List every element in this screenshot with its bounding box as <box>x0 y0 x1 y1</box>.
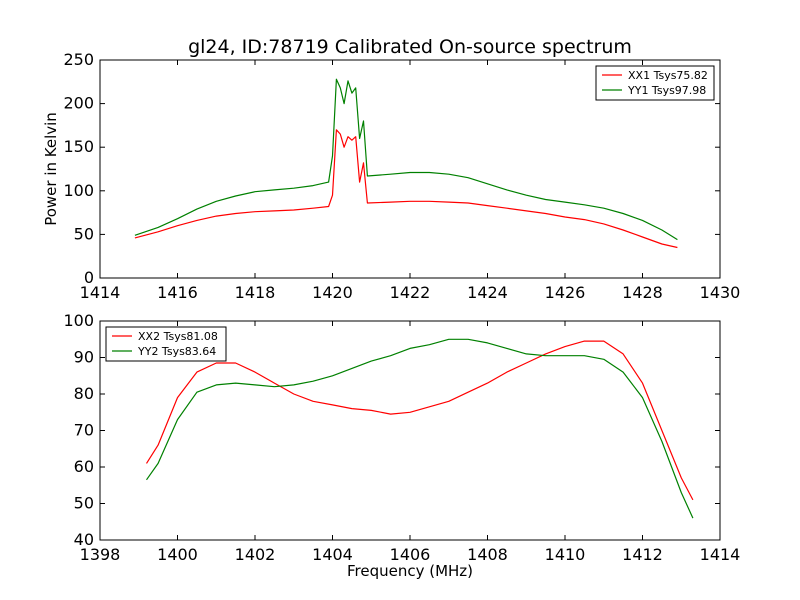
bottom-panel: 1398 1400 1402 1404 1406 1408 1410 1412 1414 40 50… <box>63 311 740 580</box>
series-line-2 <box>146 338 694 519</box>
x-tick-label: 1430 <box>700 283 741 302</box>
x-tick-label: 1428 <box>622 283 663 302</box>
y-tick-label: 50 <box>74 224 94 243</box>
y-axis-label: Power in Kelvin <box>42 112 60 226</box>
legend-entry: YY1 Tsys97.98 <box>627 84 706 97</box>
legend-entry: XX2 Tsys81.08 <box>138 330 218 343</box>
x-tick-label: 1398 <box>80 545 121 564</box>
legend-entry: XX1 Tsys75.82 <box>628 69 708 82</box>
x-tick-label: 1420 <box>312 283 353 302</box>
series-line-1 <box>145 340 694 501</box>
x-tick-label: 1412 <box>622 545 663 564</box>
y-tick-label: 0 <box>84 268 94 287</box>
x-tick-label: 1408 <box>467 545 508 564</box>
x-tick-label: 1414 <box>80 283 121 302</box>
x-tick-label: 1426 <box>545 283 586 302</box>
legend-entry: YY2 Tsys83.64 <box>137 345 216 358</box>
y-tick-label: 70 <box>74 421 94 440</box>
series-line-1 <box>134 129 678 249</box>
x-tick-label: 1414 <box>700 545 741 564</box>
y-tick-label: 40 <box>74 530 94 549</box>
legend-box <box>105 326 227 362</box>
x-tick-label: 1422 <box>390 283 431 302</box>
legend-box <box>595 65 715 101</box>
x-tick-label: 1418 <box>235 283 276 302</box>
chart-title: gl24, ID:78719 Calibrated On-source spec… <box>188 36 632 58</box>
y-tick-label: 90 <box>74 348 94 367</box>
y-tick-label: 200 <box>63 94 94 113</box>
x-tick-label: 1400 <box>157 545 198 564</box>
x-tick-label: 1404 <box>312 545 353 564</box>
y-tick-label: 100 <box>63 311 94 330</box>
y-tick-label: 100 <box>63 181 94 200</box>
x-tick-label: 1424 <box>467 283 508 302</box>
x-tick-label: 1410 <box>545 545 586 564</box>
y-tick-label: 250 <box>63 50 94 69</box>
legend: XX2 Tsys81.08 YY2 Tsys83.64 <box>105 326 227 362</box>
x-tick-label: 1402 <box>235 545 276 564</box>
legend: XX1 Tsys75.82 YY1 Tsys97.98 <box>595 65 715 101</box>
y-tick-label: 50 <box>74 494 94 513</box>
series-line-2 <box>134 78 678 241</box>
y-tick-label: 80 <box>74 384 94 403</box>
x-tick-label: 1416 <box>157 283 198 302</box>
x-axis-label: Frequency (MHz) <box>347 562 473 580</box>
x-tick-label: 1406 <box>390 545 431 564</box>
y-tick-label: 150 <box>63 137 94 156</box>
top-panel: 1414 1416 1418 1420 1422 1424 1426 1428 1430 0 50 1… <box>42 50 740 302</box>
y-tick-label: 60 <box>74 457 94 476</box>
